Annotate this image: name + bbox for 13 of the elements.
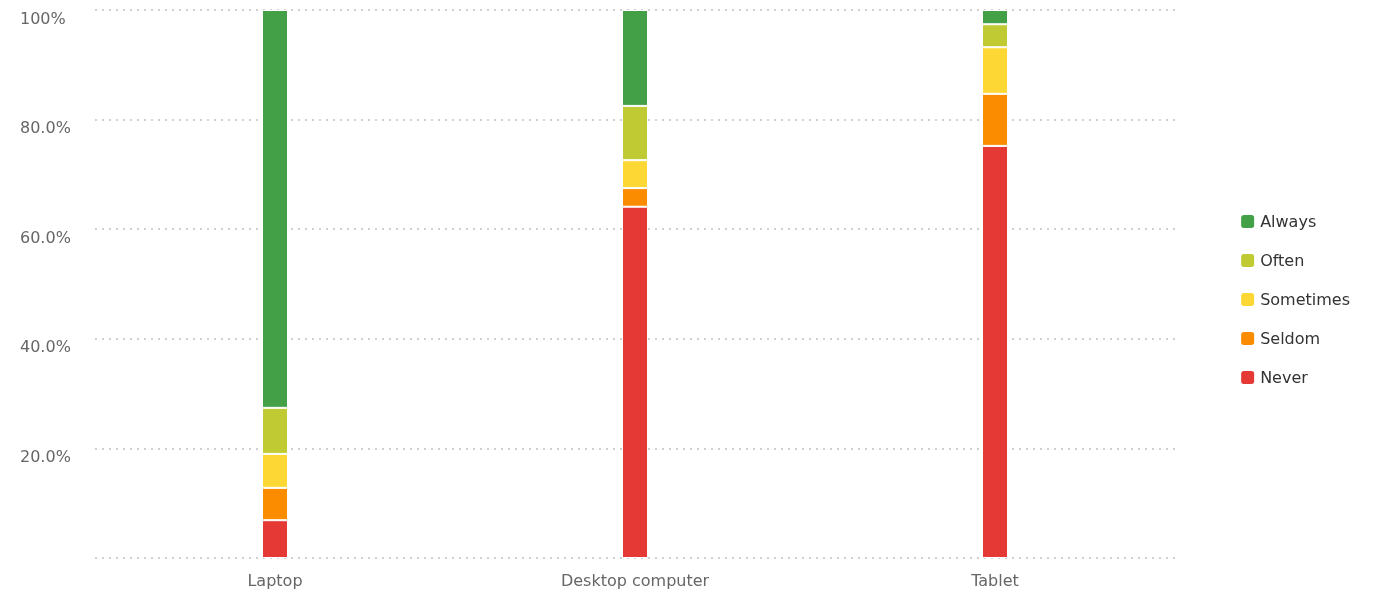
- x-tick-label: Tablet: [970, 570, 1019, 590]
- x-tick-label: Laptop: [247, 570, 303, 590]
- legend-label: Seldom: [1260, 329, 1321, 348]
- legend-label: Always: [1260, 212, 1317, 231]
- y-tick-label: 60.0%: [20, 227, 71, 247]
- x-tick-label: Desktop computer: [560, 570, 710, 590]
- legend-label: Often: [1260, 251, 1305, 270]
- legend-label: Sometimes: [1260, 290, 1350, 309]
- y-tick-label: 40.0%: [20, 337, 71, 357]
- legend-label: Never: [1260, 368, 1309, 387]
- y-tick-label: 20.0%: [20, 446, 71, 466]
- y-tick-label: 80.0%: [20, 118, 71, 138]
- y-tick-label: 100%: [20, 8, 66, 28]
